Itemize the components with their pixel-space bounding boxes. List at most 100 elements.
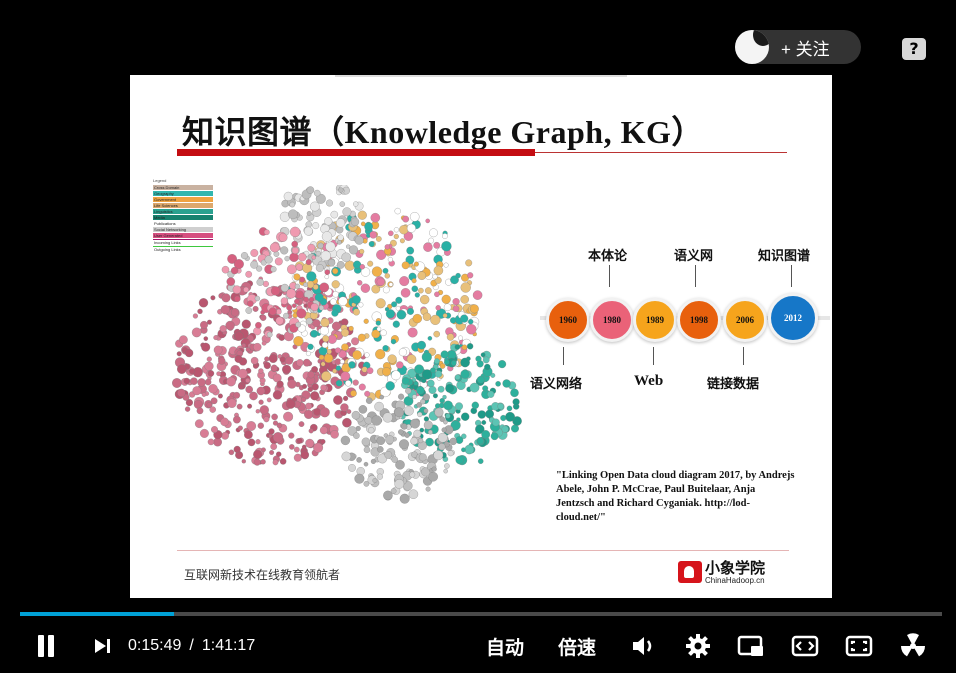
lod-node: [340, 435, 351, 446]
lod-node: [325, 241, 336, 252]
lod-node: [177, 364, 187, 374]
lod-node: [379, 394, 385, 400]
lod-node: [296, 359, 304, 367]
lod-legend: Legend Cross Domain Geography Government Li…: [153, 178, 213, 253]
lod-node: [245, 307, 253, 314]
lod-node: [321, 231, 333, 242]
lod-node: [236, 403, 243, 410]
lod-node: [460, 282, 471, 293]
lod-node: [216, 371, 222, 377]
lod-node: [289, 444, 295, 450]
fullscreen-button[interactable]: [845, 632, 873, 660]
lod-node: [363, 480, 370, 487]
lod-node: [385, 381, 395, 391]
lod-node: [234, 331, 244, 341]
lod-node: [302, 383, 307, 389]
lod-node: [194, 419, 204, 429]
lod-node: [455, 402, 463, 411]
lod-node: [350, 217, 360, 226]
lod-node: [376, 326, 382, 332]
title-underline-red: [177, 149, 535, 156]
lod-node: [475, 424, 485, 434]
timeline-tick: [609, 265, 610, 287]
lod-node: [375, 236, 382, 242]
pause-button[interactable]: [38, 632, 60, 660]
danmaku-button[interactable]: [899, 632, 927, 660]
slide-top-divider: [335, 75, 627, 77]
lod-node: [230, 308, 240, 317]
lod-node: [434, 291, 440, 298]
lod-node: [460, 369, 470, 379]
volume-button[interactable]: [630, 632, 658, 660]
lod-node: [334, 347, 341, 354]
lod-node: [460, 357, 470, 368]
lod-node: [351, 337, 360, 346]
lod-node: [376, 277, 385, 286]
lod-node: [293, 273, 301, 281]
lod-node: [198, 298, 209, 308]
progress-bar[interactable]: [20, 612, 942, 616]
lod-node: [402, 215, 410, 223]
lod-node: [204, 361, 214, 371]
citation-text: "Linking Open Data cloud diagram 2017, b…: [556, 470, 795, 523]
lod-node: [460, 314, 469, 323]
lod-node: [255, 409, 260, 414]
lod-node: [285, 399, 296, 409]
lod-node: [395, 305, 401, 311]
lod-node: [444, 359, 450, 365]
lod-node: [287, 264, 297, 275]
gear-icon: [686, 634, 710, 658]
lod-node: [403, 231, 414, 241]
lod-node: [437, 385, 445, 393]
lod-node: [407, 307, 414, 315]
settings-button[interactable]: [684, 632, 712, 660]
lod-node: [443, 419, 448, 425]
lod-node: [393, 227, 399, 233]
lod-node: [313, 408, 321, 416]
lod-node: [221, 431, 229, 440]
help-icon[interactable]: ?: [902, 38, 926, 60]
lod-node: [475, 355, 482, 362]
lod-node: [179, 335, 188, 345]
lod-node: [342, 417, 352, 428]
legend-item: Government: [153, 197, 213, 202]
lod-node: [339, 201, 346, 207]
lod-node: [450, 420, 461, 431]
lod-node: [412, 313, 422, 324]
lod-node: [332, 368, 337, 374]
lod-node: [226, 277, 236, 286]
lod-node: [206, 402, 213, 408]
lod-node: [305, 438, 315, 448]
legend-item: Cross Domain: [153, 185, 213, 190]
lod-node: [439, 416, 445, 422]
pip-button[interactable]: [737, 632, 765, 660]
lod-node: [506, 405, 513, 412]
widescreen-button[interactable]: [791, 632, 819, 660]
widescreen-icon: [791, 635, 819, 657]
lod-node: [502, 379, 511, 388]
lod-node: [510, 388, 519, 398]
lod-node: [255, 321, 262, 329]
lod-node: [376, 249, 387, 260]
lod-node: [311, 255, 316, 260]
lod-node: [307, 343, 314, 350]
lod-node: [338, 349, 347, 359]
lod-node: [455, 436, 464, 444]
lod-node: [318, 346, 328, 356]
playback-speed-button[interactable]: 倍速: [558, 636, 597, 659]
lod-node: [185, 399, 193, 407]
lod-node: [305, 350, 312, 357]
legend-item: Outgoing Links: [153, 246, 213, 252]
lod-node: [387, 354, 397, 364]
legend-items: Cross Domain Geography Government Life Scie…: [153, 185, 213, 252]
lod-node: [433, 450, 444, 461]
auto-quality-button[interactable]: 自动: [486, 636, 525, 659]
lod-node: [300, 396, 307, 403]
lod-node: [441, 294, 451, 304]
follow-button[interactable]: + 关注: [735, 30, 861, 64]
next-button[interactable]: [92, 632, 114, 660]
lod-node: [391, 370, 401, 381]
lod-node: [247, 403, 253, 409]
legend-item: Linguistics: [153, 209, 213, 214]
